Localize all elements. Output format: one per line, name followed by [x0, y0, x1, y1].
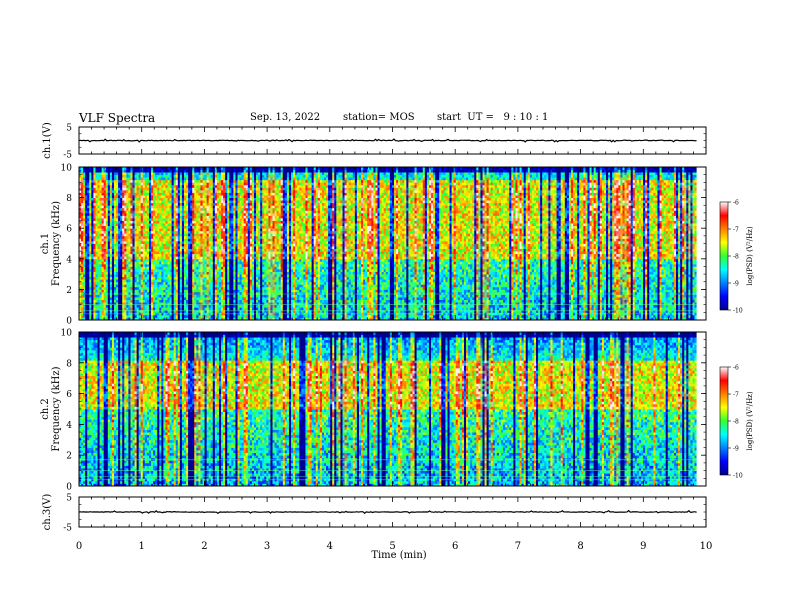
y-tick-label: 2: [66, 452, 72, 462]
y-tick-label: 5: [66, 124, 72, 134]
ch1-colorbar-tick: -9: [733, 281, 739, 288]
x-tick-label: 2: [201, 541, 207, 552]
ch1-colorbar-tick: -7: [733, 227, 739, 234]
ch1-spectrogram-heatmap: [79, 167, 706, 320]
x-tick-label: 1: [139, 541, 145, 552]
ch3-waveform-line: [79, 511, 697, 514]
x-tick-label: 7: [515, 541, 521, 552]
y-tick-label: 2: [66, 286, 72, 296]
ch2-colorbar-tick: -7: [733, 392, 739, 399]
x-tick-label: 4: [327, 541, 333, 552]
ch1-colorbar-tick: -10: [733, 308, 743, 315]
ch1-spectrogram-ylabel: Frequency (kHz): [51, 201, 62, 286]
ch1-colorbar-tick: -6: [733, 200, 739, 207]
ch1-colorbar-tick: -8: [733, 254, 739, 261]
y-tick-label: 0: [66, 483, 72, 493]
y-tick-label: -5: [63, 524, 72, 534]
y-tick-label: 5: [66, 494, 72, 504]
ch2-colorbar-tick: -8: [733, 419, 739, 426]
y-tick-label: 4: [66, 255, 72, 265]
y-tick-label: -5: [63, 151, 72, 161]
y-tick-label: 10: [61, 164, 73, 174]
vlf-spectra-figure: 0 1 2 3 4 5 6 7 8 9 105-5ch.1(V)0246810ch.1 Frequen…: [0, 0, 792, 612]
x-tick-label: 10: [700, 541, 713, 552]
x-tick-label: 6: [452, 541, 458, 552]
ch2-spectrogram-heatmap: [79, 332, 706, 486]
x-tick-label: 9: [640, 541, 646, 552]
ch1-spectrogram-ylabel: ch.1: [40, 233, 51, 255]
ch2-colorbar-tick: -10: [733, 473, 743, 480]
ch1-waveform-ylabel: ch.1(V): [42, 122, 53, 159]
y-tick-label: 8: [66, 194, 72, 204]
x-axis-label: Time (min): [371, 550, 426, 561]
ch2-colorbar-label: log(PSD) (V²/Hz): [746, 391, 754, 450]
x-tick-label: 3: [264, 541, 270, 552]
ch3-waveform-ylabel: ch.3(V): [42, 494, 53, 531]
y-tick-label: 6: [66, 390, 72, 400]
ch2-colorbar: [720, 367, 728, 475]
y-tick-label: 4: [66, 421, 72, 431]
ch2-colorbar-tick: -9: [733, 446, 739, 453]
ch1-waveform-line: [79, 139, 697, 142]
y-tick-label: 6: [66, 225, 72, 235]
x-tick-label: 8: [577, 541, 583, 552]
ch1-colorbar: [720, 202, 728, 310]
ch2-spectrogram-ylabel: Frequency (kHz): [51, 366, 62, 451]
ch2-colorbar-tick: -6: [733, 365, 739, 372]
y-tick-label: 0: [66, 317, 72, 327]
x-tick-label: 0: [76, 541, 82, 552]
ch2-spectrogram-ylabel: ch.2: [40, 398, 51, 420]
y-tick-label: 8: [66, 359, 72, 369]
ch1-colorbar-label: log(PSD) (V²/Hz): [746, 226, 754, 285]
y-tick-label: 10: [61, 329, 73, 339]
